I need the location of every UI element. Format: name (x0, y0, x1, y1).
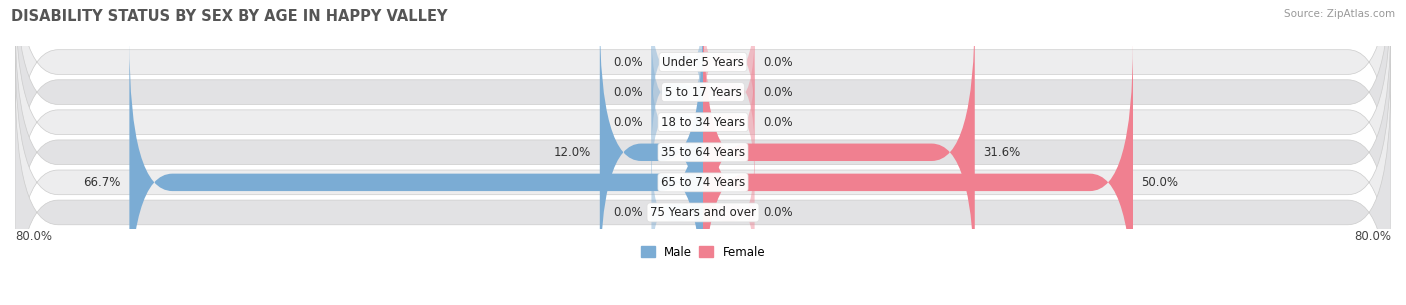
FancyBboxPatch shape (15, 0, 1391, 200)
FancyBboxPatch shape (651, 149, 703, 276)
Text: 80.0%: 80.0% (1354, 231, 1391, 243)
FancyBboxPatch shape (15, 44, 1391, 305)
Text: 31.6%: 31.6% (983, 146, 1021, 159)
FancyBboxPatch shape (703, 59, 755, 186)
Text: 0.0%: 0.0% (613, 56, 643, 69)
Text: 35 to 64 Years: 35 to 64 Years (661, 146, 745, 159)
Text: 0.0%: 0.0% (763, 206, 793, 219)
FancyBboxPatch shape (651, 0, 703, 126)
Text: 80.0%: 80.0% (15, 231, 52, 243)
Text: 75 Years and over: 75 Years and over (650, 206, 756, 219)
Text: 0.0%: 0.0% (763, 56, 793, 69)
FancyBboxPatch shape (15, 74, 1391, 305)
FancyBboxPatch shape (129, 41, 703, 305)
Text: Source: ZipAtlas.com: Source: ZipAtlas.com (1284, 9, 1395, 19)
FancyBboxPatch shape (703, 11, 974, 294)
Text: 0.0%: 0.0% (613, 206, 643, 219)
Text: 0.0%: 0.0% (613, 86, 643, 99)
Text: 65 to 74 Years: 65 to 74 Years (661, 176, 745, 189)
Text: 18 to 34 Years: 18 to 34 Years (661, 116, 745, 129)
FancyBboxPatch shape (15, 0, 1391, 230)
Text: 5 to 17 Years: 5 to 17 Years (665, 86, 741, 99)
Text: 66.7%: 66.7% (83, 176, 121, 189)
Text: 0.0%: 0.0% (613, 116, 643, 129)
Text: Under 5 Years: Under 5 Years (662, 56, 744, 69)
FancyBboxPatch shape (15, 14, 1391, 290)
FancyBboxPatch shape (15, 0, 1391, 260)
FancyBboxPatch shape (703, 0, 755, 126)
FancyBboxPatch shape (600, 17, 703, 288)
FancyBboxPatch shape (651, 59, 703, 186)
Text: DISABILITY STATUS BY SEX BY AGE IN HAPPY VALLEY: DISABILITY STATUS BY SEX BY AGE IN HAPPY… (11, 9, 447, 24)
Text: 0.0%: 0.0% (763, 116, 793, 129)
FancyBboxPatch shape (703, 41, 1133, 305)
FancyBboxPatch shape (703, 149, 755, 276)
Text: 0.0%: 0.0% (763, 86, 793, 99)
Legend: Male, Female: Male, Female (636, 241, 770, 264)
Text: 50.0%: 50.0% (1142, 176, 1178, 189)
Text: 12.0%: 12.0% (554, 146, 591, 159)
FancyBboxPatch shape (703, 29, 755, 156)
FancyBboxPatch shape (651, 29, 703, 156)
